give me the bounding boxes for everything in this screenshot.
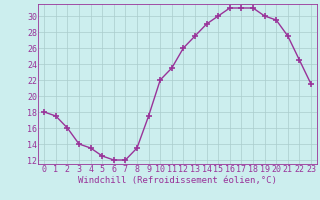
X-axis label: Windchill (Refroidissement éolien,°C): Windchill (Refroidissement éolien,°C) — [78, 176, 277, 185]
